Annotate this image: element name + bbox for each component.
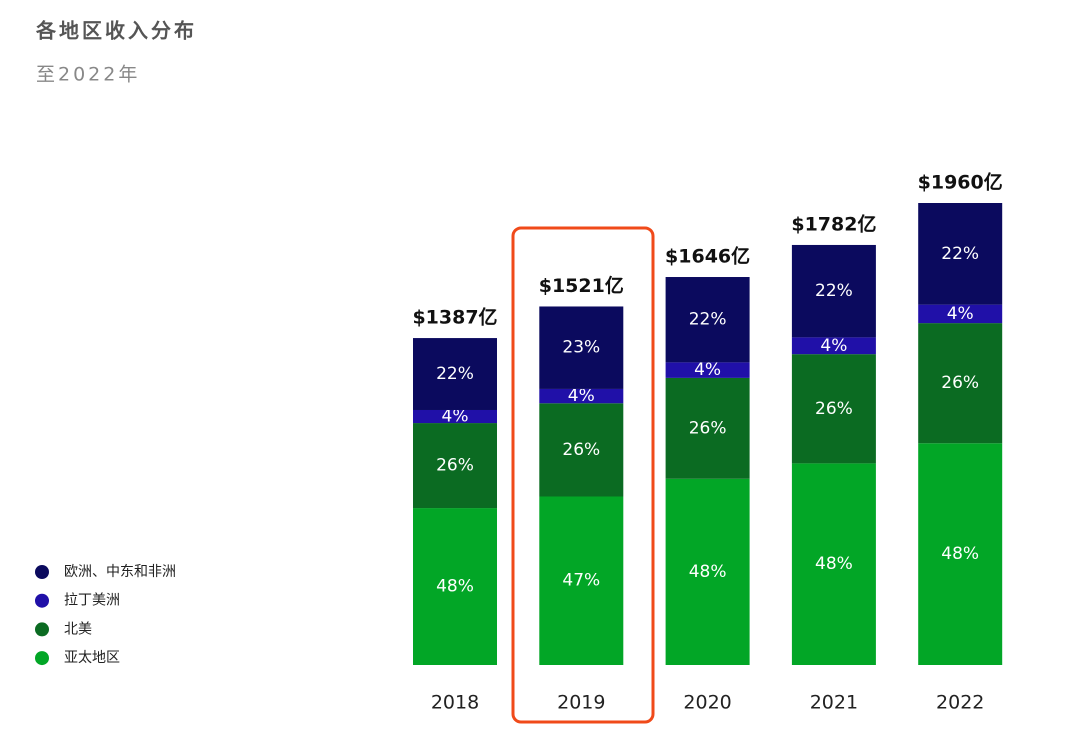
chart-subtitle: 至2022年 <box>36 64 140 86</box>
bar-segment <box>918 304 1003 324</box>
bar-segment <box>791 244 876 338</box>
bar-segment <box>791 463 876 665</box>
highlight-box <box>511 226 655 724</box>
total-label: $1960亿 <box>918 171 1003 194</box>
segment-label: 26% <box>689 418 727 438</box>
bar-segment <box>665 377 750 479</box>
x-tick-label: 2018 <box>431 692 479 714</box>
total-label: $1782亿 <box>791 212 876 235</box>
segment-label: 4% <box>568 386 595 406</box>
chart-title: 各地区收入分布 <box>35 19 197 43</box>
bar-segment <box>539 403 624 497</box>
segment-label: 4% <box>694 360 721 380</box>
legend-label: 欧洲、中东和非洲 <box>64 564 176 580</box>
legend-label: 拉丁美洲 <box>64 593 120 609</box>
x-tick-label: 2022 <box>936 692 984 714</box>
bar-segment <box>918 443 1003 665</box>
bar-segment <box>413 409 497 424</box>
legend-label: 北美 <box>64 621 92 637</box>
bar-segment <box>539 306 624 389</box>
segment-label: 48% <box>436 577 474 597</box>
bar-segment <box>413 423 497 509</box>
legend-label: 亚太地区 <box>64 650 120 666</box>
segment-label: 26% <box>815 399 853 419</box>
segment-label: 48% <box>815 554 853 574</box>
total-label: $1646亿 <box>665 245 750 268</box>
x-tick-label: 2019 <box>557 692 605 714</box>
total-label: $1521亿 <box>539 274 624 297</box>
legend-marker <box>35 593 49 608</box>
segment-label: 26% <box>562 440 600 460</box>
segment-label: 4% <box>442 407 469 427</box>
segment-label: 22% <box>689 310 727 330</box>
legend-marker <box>35 651 49 666</box>
bar-segment <box>918 203 1003 305</box>
bar-segment <box>665 478 750 665</box>
bar-segment <box>539 388 624 404</box>
segment-label: 4% <box>820 336 847 356</box>
segment-label: 23% <box>562 338 600 358</box>
bar-segment <box>665 277 750 363</box>
legend-marker <box>35 565 49 579</box>
segment-label: 48% <box>689 562 727 582</box>
x-tick-label: 2020 <box>683 692 731 714</box>
bar-segment <box>539 496 624 665</box>
segment-label: 26% <box>436 456 474 476</box>
segment-label: 22% <box>815 281 853 301</box>
segment-label: 48% <box>941 544 979 564</box>
legend-marker <box>35 622 49 637</box>
segment-label: 47% <box>562 571 600 591</box>
segment-label: 22% <box>436 364 474 384</box>
total-label: $1387亿 <box>412 306 497 329</box>
bar-segment <box>918 323 1003 444</box>
bar-segment <box>791 354 876 464</box>
x-tick-label: 2021 <box>810 692 858 714</box>
bar-segment <box>413 508 497 665</box>
bar-segment <box>791 337 876 355</box>
segment-label: 4% <box>947 304 974 324</box>
segment-label: 26% <box>941 373 979 393</box>
bar-segment <box>413 338 497 410</box>
segment-label: 22% <box>941 244 979 264</box>
bar-segment <box>665 362 750 378</box>
